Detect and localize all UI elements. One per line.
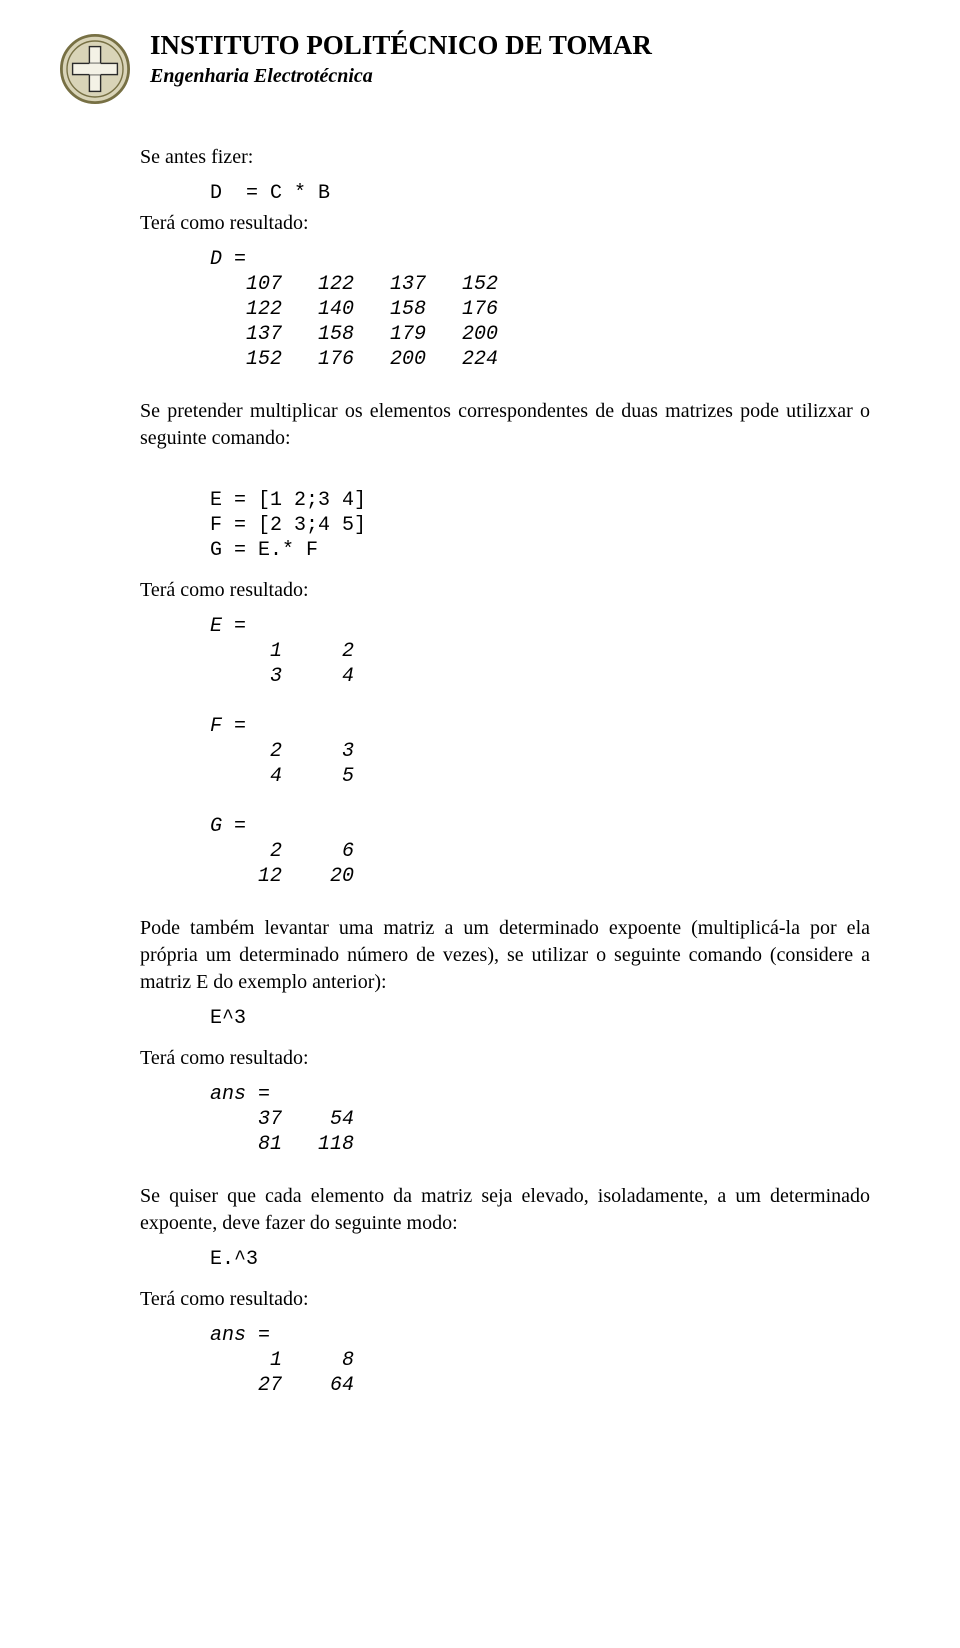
sec1-code-input: D = C * B [210,181,870,206]
sec1-result-label: Terá como resultado: [140,210,870,237]
document-page: INSTITUTO POLITÉCNICO DE TOMAR Engenhari… [0,0,960,1648]
sec3-code-output: ans = 37 54 81 118 [210,1082,870,1157]
sec2-code-input: E = [1 2;3 4] F = [2 3;4 5] G = E.* F [210,488,870,563]
sec2-code-output: E = 1 2 3 4 F = 2 3 4 5 G = 2 6 12 20 [210,614,870,889]
header-text-block: INSTITUTO POLITÉCNICO DE TOMAR Engenhari… [150,30,652,88]
sec4-intro: Se quiser que cada elemento da matriz se… [140,1183,870,1237]
sec4-code-output: ans = 1 8 27 64 [210,1323,870,1398]
sec3-intro: Pode também levantar uma matriz a um det… [140,915,870,996]
sec3-result-label: Terá como resultado: [140,1045,870,1072]
sec1-intro: Se antes fizer: [140,144,870,171]
sec2-result-label: Terá como resultado: [140,577,870,604]
sec2-intro: Se pretender multiplicar os elementos co… [140,398,870,452]
page-header: INSTITUTO POLITÉCNICO DE TOMAR Engenhari… [140,30,870,104]
institution-logo [60,34,130,104]
course-name: Engenharia Electrotécnica [150,65,652,88]
sec4-result-label: Terá como resultado: [140,1286,870,1313]
institution-name: INSTITUTO POLITÉCNICO DE TOMAR [150,30,652,61]
sec4-code-input: E.^3 [210,1247,870,1272]
sec3-code-input: E^3 [210,1006,870,1031]
sec1-code-output: D = 107 122 137 152 122 140 158 176 137 … [210,247,870,372]
